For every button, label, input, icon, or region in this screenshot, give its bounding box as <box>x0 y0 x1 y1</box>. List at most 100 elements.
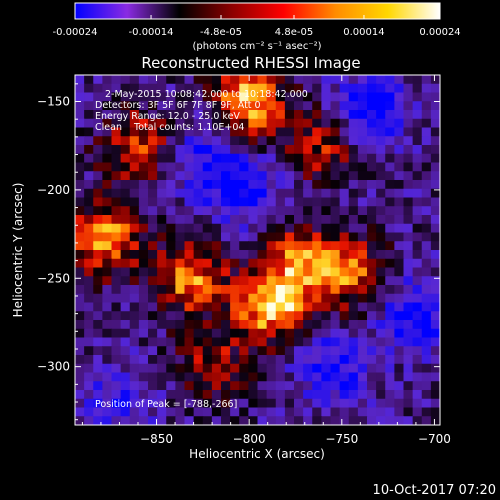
heatmap-cell <box>303 302 313 312</box>
heatmap-cell <box>211 92 222 102</box>
heatmap-cell <box>394 92 405 102</box>
heatmap-cell <box>385 381 395 391</box>
heatmap-cell <box>294 180 304 190</box>
heatmap-cell <box>357 118 368 129</box>
heatmap-cell <box>221 153 231 164</box>
heatmap-cell <box>157 337 167 347</box>
heatmap-cell <box>120 267 131 277</box>
heatmap-cell <box>294 223 304 234</box>
heatmap-cell <box>357 346 368 356</box>
heatmap-cell <box>430 180 440 190</box>
heatmap-cell <box>312 346 322 356</box>
heatmap-cell <box>421 188 432 199</box>
heatmap-cell <box>111 363 122 374</box>
heatmap-cell <box>102 328 113 339</box>
heatmap-cell <box>266 232 277 242</box>
heatmap-cell <box>430 92 440 102</box>
heatmap-cell <box>275 101 286 111</box>
heatmap-cell <box>230 381 240 391</box>
heatmap-cell <box>430 101 440 111</box>
heatmap-cell <box>403 363 414 374</box>
heatmap-cell <box>421 337 432 347</box>
heatmap-cell <box>412 267 423 277</box>
heatmap-cell <box>403 162 414 172</box>
heatmap-cell <box>412 285 423 295</box>
heatmap-cell <box>421 162 432 172</box>
heatmap-cell <box>239 302 249 312</box>
heatmap-cell <box>312 241 322 251</box>
heatmap-cell <box>184 241 195 251</box>
heatmap-cell <box>403 206 414 216</box>
heatmap-cell <box>266 180 277 190</box>
heatmap-cell <box>412 363 423 374</box>
heatmap-cell <box>367 171 377 181</box>
heatmap-cell <box>239 285 249 295</box>
heatmap-cell <box>275 206 286 216</box>
heatmap-cell <box>330 311 341 321</box>
heatmap-cell <box>275 416 286 425</box>
heatmap-cell <box>394 337 405 347</box>
heatmap-cell <box>394 162 405 172</box>
heatmap-cell <box>102 372 113 382</box>
heatmap-cell <box>339 206 350 216</box>
heatmap-cell <box>211 320 222 330</box>
heatmap-cell <box>211 136 222 146</box>
heatmap-cell <box>202 285 213 295</box>
heatmap-cell <box>221 398 231 409</box>
heatmap-cell <box>348 127 359 137</box>
heatmap-cell <box>211 328 222 339</box>
heatmap-cell <box>148 215 158 225</box>
heatmap-cell <box>348 110 359 120</box>
heatmap-cell <box>312 337 322 347</box>
heatmap-cell <box>102 293 113 304</box>
heatmap-cell <box>148 416 158 425</box>
heatmap-cell <box>312 197 322 207</box>
heatmap-cell <box>138 302 149 312</box>
heatmap-cell <box>120 311 131 321</box>
heatmap-cell <box>312 110 322 120</box>
heatmap-cell <box>275 110 286 120</box>
heatmap-cell <box>430 153 440 164</box>
heatmap-cell <box>193 363 204 374</box>
heatmap-cell <box>394 232 405 242</box>
heatmap-cell <box>93 136 103 146</box>
heatmap-cell <box>202 250 213 260</box>
heatmap-cell <box>330 355 341 365</box>
heatmap-cell <box>357 171 368 181</box>
heatmap-cell <box>248 118 259 129</box>
x-tick-label: −700 <box>418 432 451 446</box>
heatmap-cell <box>248 101 259 111</box>
heatmap-cell <box>357 398 368 409</box>
heatmap-cell <box>239 355 249 365</box>
heatmap-cell <box>303 258 313 269</box>
heatmap-cell <box>376 101 386 111</box>
heatmap-cell <box>412 223 423 234</box>
heatmap-cell <box>403 101 414 111</box>
heatmap-cell <box>111 101 122 111</box>
heatmap-cell <box>367 258 377 269</box>
heatmap-cell <box>284 328 295 339</box>
heatmap-cell <box>120 337 131 347</box>
heatmap-cell <box>84 75 94 85</box>
heatmap-cell <box>321 328 332 339</box>
heatmap-cell <box>157 398 167 409</box>
heatmap-cell <box>312 372 322 382</box>
heatmap-cell <box>294 136 304 146</box>
heatmap-cell <box>84 101 94 111</box>
heatmap-cell <box>248 92 259 102</box>
heatmap-cell <box>184 232 195 242</box>
heatmap-cell <box>120 372 131 382</box>
heatmap-cell <box>321 197 332 207</box>
heatmap-cell <box>166 407 176 417</box>
heatmap-cell <box>193 188 204 199</box>
heatmap-cell <box>348 311 359 321</box>
heatmap-cell <box>239 390 249 400</box>
heatmap-cell <box>385 363 395 374</box>
heatmap-cell <box>403 75 414 85</box>
heatmap-cell <box>367 276 377 286</box>
heatmap-cell <box>367 363 377 374</box>
heatmap-cell <box>357 206 368 216</box>
heatmap-cell <box>421 250 432 260</box>
heatmap-cell <box>93 127 103 137</box>
